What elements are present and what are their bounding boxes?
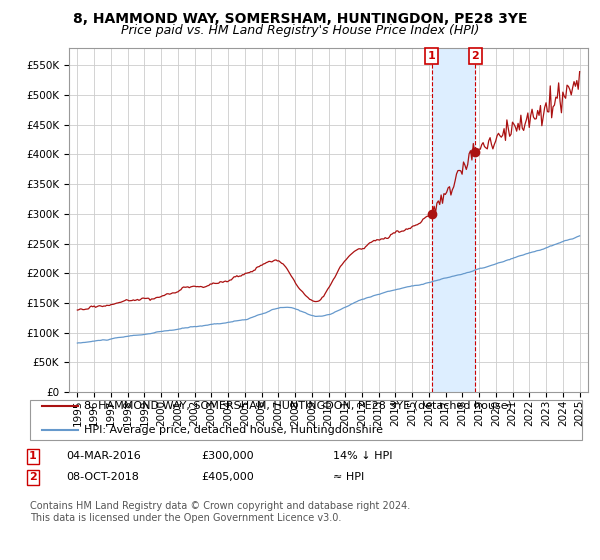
Text: HPI: Average price, detached house, Huntingdonshire: HPI: Average price, detached house, Hunt… [84,425,383,435]
Text: ≈ HPI: ≈ HPI [333,472,364,482]
Text: 1: 1 [428,51,436,61]
Text: £405,000: £405,000 [201,472,254,482]
Text: £300,000: £300,000 [201,451,254,461]
Text: 8, HAMMOND WAY, SOMERSHAM, HUNTINGDON, PE28 3YE: 8, HAMMOND WAY, SOMERSHAM, HUNTINGDON, P… [73,12,527,26]
Text: 2: 2 [472,51,479,61]
Text: Price paid vs. HM Land Registry's House Price Index (HPI): Price paid vs. HM Land Registry's House … [121,24,479,36]
Text: 8, HAMMOND WAY, SOMERSHAM, HUNTINGDON, PE28 3YE (detached house): 8, HAMMOND WAY, SOMERSHAM, HUNTINGDON, P… [84,401,512,411]
Text: Contains HM Land Registry data © Crown copyright and database right 2024.
This d: Contains HM Land Registry data © Crown c… [30,501,410,523]
Text: 08-OCT-2018: 08-OCT-2018 [66,472,139,482]
Text: 14% ↓ HPI: 14% ↓ HPI [333,451,392,461]
Text: 2: 2 [29,472,37,482]
Text: 1: 1 [29,451,37,461]
Text: 04-MAR-2016: 04-MAR-2016 [66,451,141,461]
Bar [432,48,475,392]
